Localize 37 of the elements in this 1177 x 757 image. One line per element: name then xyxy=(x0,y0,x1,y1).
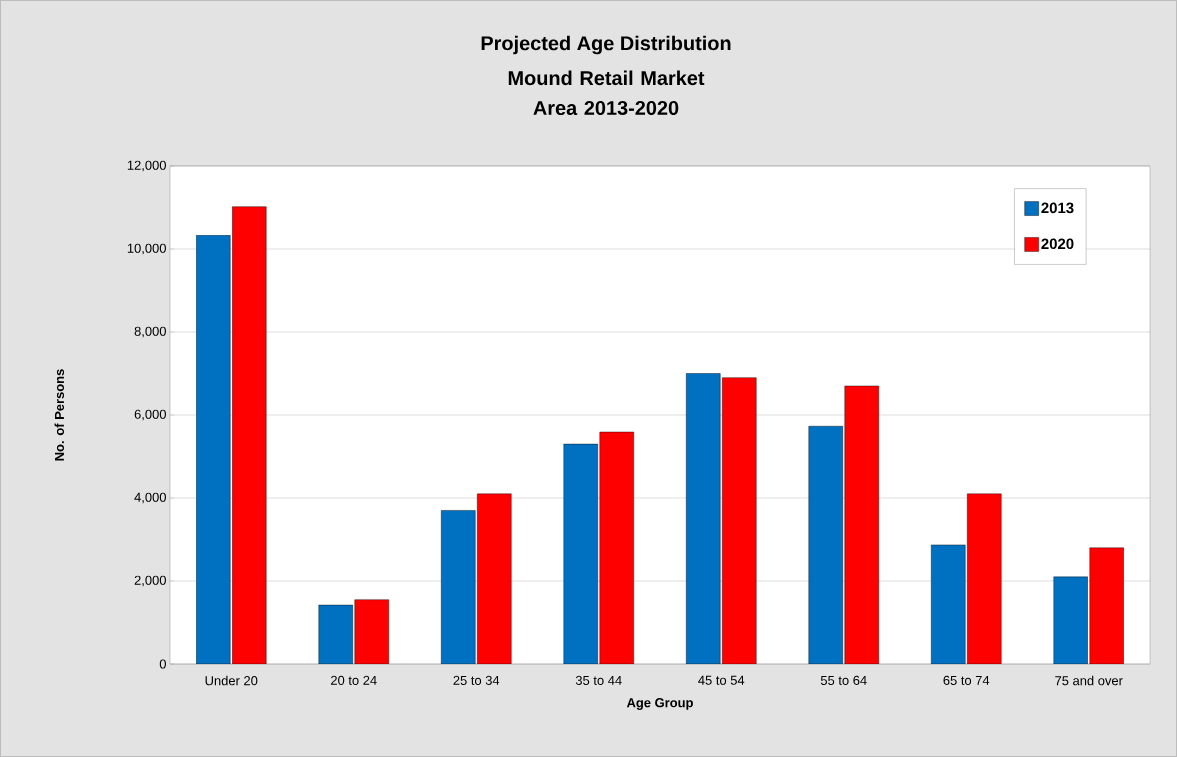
bar xyxy=(563,443,598,664)
x-tick-label: 75 and over xyxy=(1055,675,1123,686)
bar xyxy=(686,373,721,664)
x-tick-label: 65 to 74 xyxy=(943,675,990,685)
bar xyxy=(232,206,267,664)
bar xyxy=(318,604,353,664)
y-tick-label: 8,000 xyxy=(134,326,166,338)
x-axis-title: Age Group xyxy=(626,698,693,710)
y-tick-label: 4,000 xyxy=(134,492,166,504)
bar xyxy=(844,385,879,664)
bar xyxy=(967,493,1002,664)
bar xyxy=(1053,576,1088,664)
bar xyxy=(722,377,757,664)
x-tick-label: 25 to 34 xyxy=(453,675,500,685)
y-tick-label: 12,000 xyxy=(127,160,166,172)
chart-title: Projected Age Distribution xyxy=(481,35,731,55)
x-tick-label: Under 20 xyxy=(205,675,258,686)
bar xyxy=(808,426,843,664)
bar xyxy=(477,493,512,664)
y-tick-label: 6,000 xyxy=(134,409,166,421)
x-tick-label: 20 to 24 xyxy=(331,675,377,685)
y-tick-label: 2,000 xyxy=(134,575,166,587)
y-axis-title: No. of Persons xyxy=(54,369,65,461)
x-tick-label: 55 to 64 xyxy=(820,675,867,685)
legend-label: 2020 xyxy=(1041,238,1074,250)
bar xyxy=(1089,547,1124,664)
legend-label: 2013 xyxy=(1041,202,1074,214)
bar xyxy=(441,510,476,664)
x-tick-label: 35 to 44 xyxy=(575,675,622,685)
x-tick-label: 45 to 54 xyxy=(698,675,745,685)
chart-subtitle: Mound Retail Market Area 2013-2020 xyxy=(508,70,705,116)
bar xyxy=(931,544,966,664)
y-tick-label: 10,000 xyxy=(127,243,166,255)
bar xyxy=(196,235,231,664)
y-tick-label: 0 xyxy=(159,659,166,669)
bar xyxy=(599,431,634,664)
bar xyxy=(354,599,389,664)
